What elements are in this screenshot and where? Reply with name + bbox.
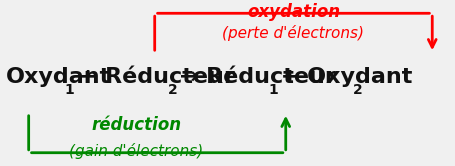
Text: 2: 2 xyxy=(167,83,177,97)
Text: (perte d'électrons): (perte d'électrons) xyxy=(222,25,364,41)
Text: réduction: réduction xyxy=(91,116,182,133)
Text: Oxydant: Oxydant xyxy=(5,67,111,87)
Text: → Réducteur: → Réducteur xyxy=(172,67,336,87)
Text: oxydation: oxydation xyxy=(247,3,340,21)
Text: 2: 2 xyxy=(353,83,362,97)
Text: + Oxydant: + Oxydant xyxy=(273,67,412,87)
Text: 1: 1 xyxy=(65,83,74,97)
Text: + Réducteur: + Réducteur xyxy=(71,67,234,87)
Text: 1: 1 xyxy=(268,83,278,97)
Text: (gain d'électrons): (gain d'électrons) xyxy=(69,143,204,159)
